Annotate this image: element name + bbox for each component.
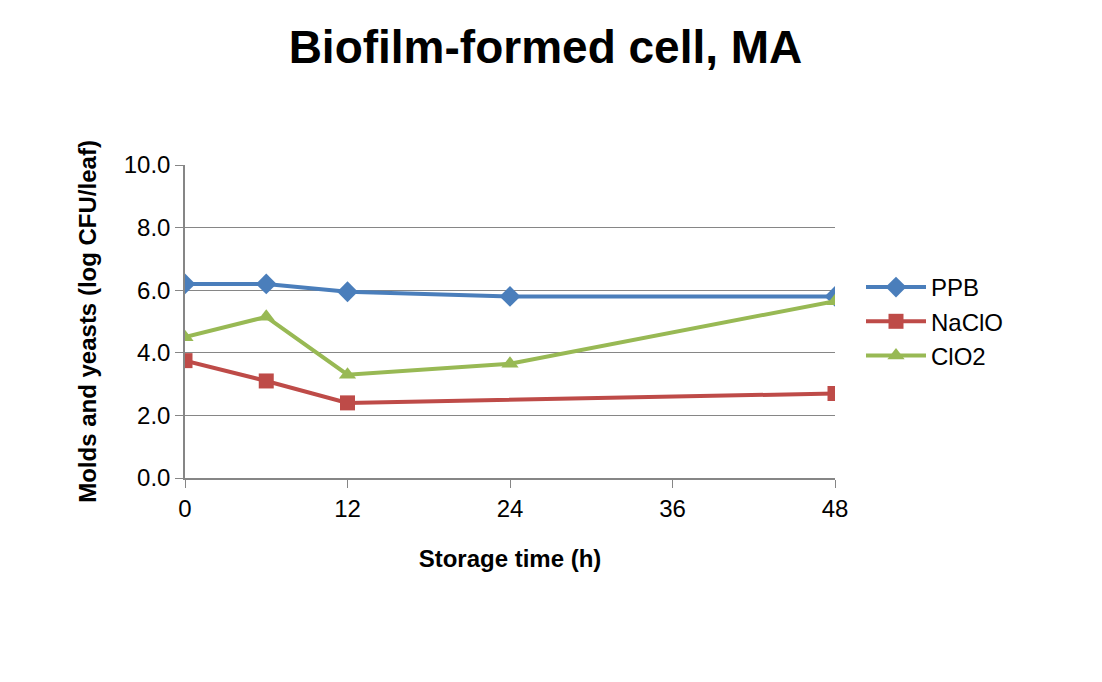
svg-text:0.0: 0.0 [137,464,170,491]
svg-text:PPB: PPB [931,274,979,301]
svg-text:10.0: 10.0 [124,151,171,178]
svg-text:36: 36 [659,495,686,522]
svg-text:2.0: 2.0 [137,402,170,429]
svg-text:12: 12 [334,495,361,522]
svg-text:48: 48 [822,495,849,522]
svg-text:4.0: 4.0 [137,339,170,366]
svg-text:8.0: 8.0 [137,214,170,241]
svg-text:Storage time (h): Storage time (h) [419,545,602,572]
svg-text:24: 24 [497,495,524,522]
svg-text:6.0: 6.0 [137,277,170,304]
svg-text:ClO2: ClO2 [931,343,986,370]
svg-text:0: 0 [178,495,191,522]
svg-text:Biofilm-formed cell, MA: Biofilm-formed cell, MA [289,21,803,73]
svg-text:NaClO: NaClO [931,309,1003,336]
svg-text:Molds and yeasts (log CFU/leaf: Molds and yeasts (log CFU/leaf) [74,140,101,503]
